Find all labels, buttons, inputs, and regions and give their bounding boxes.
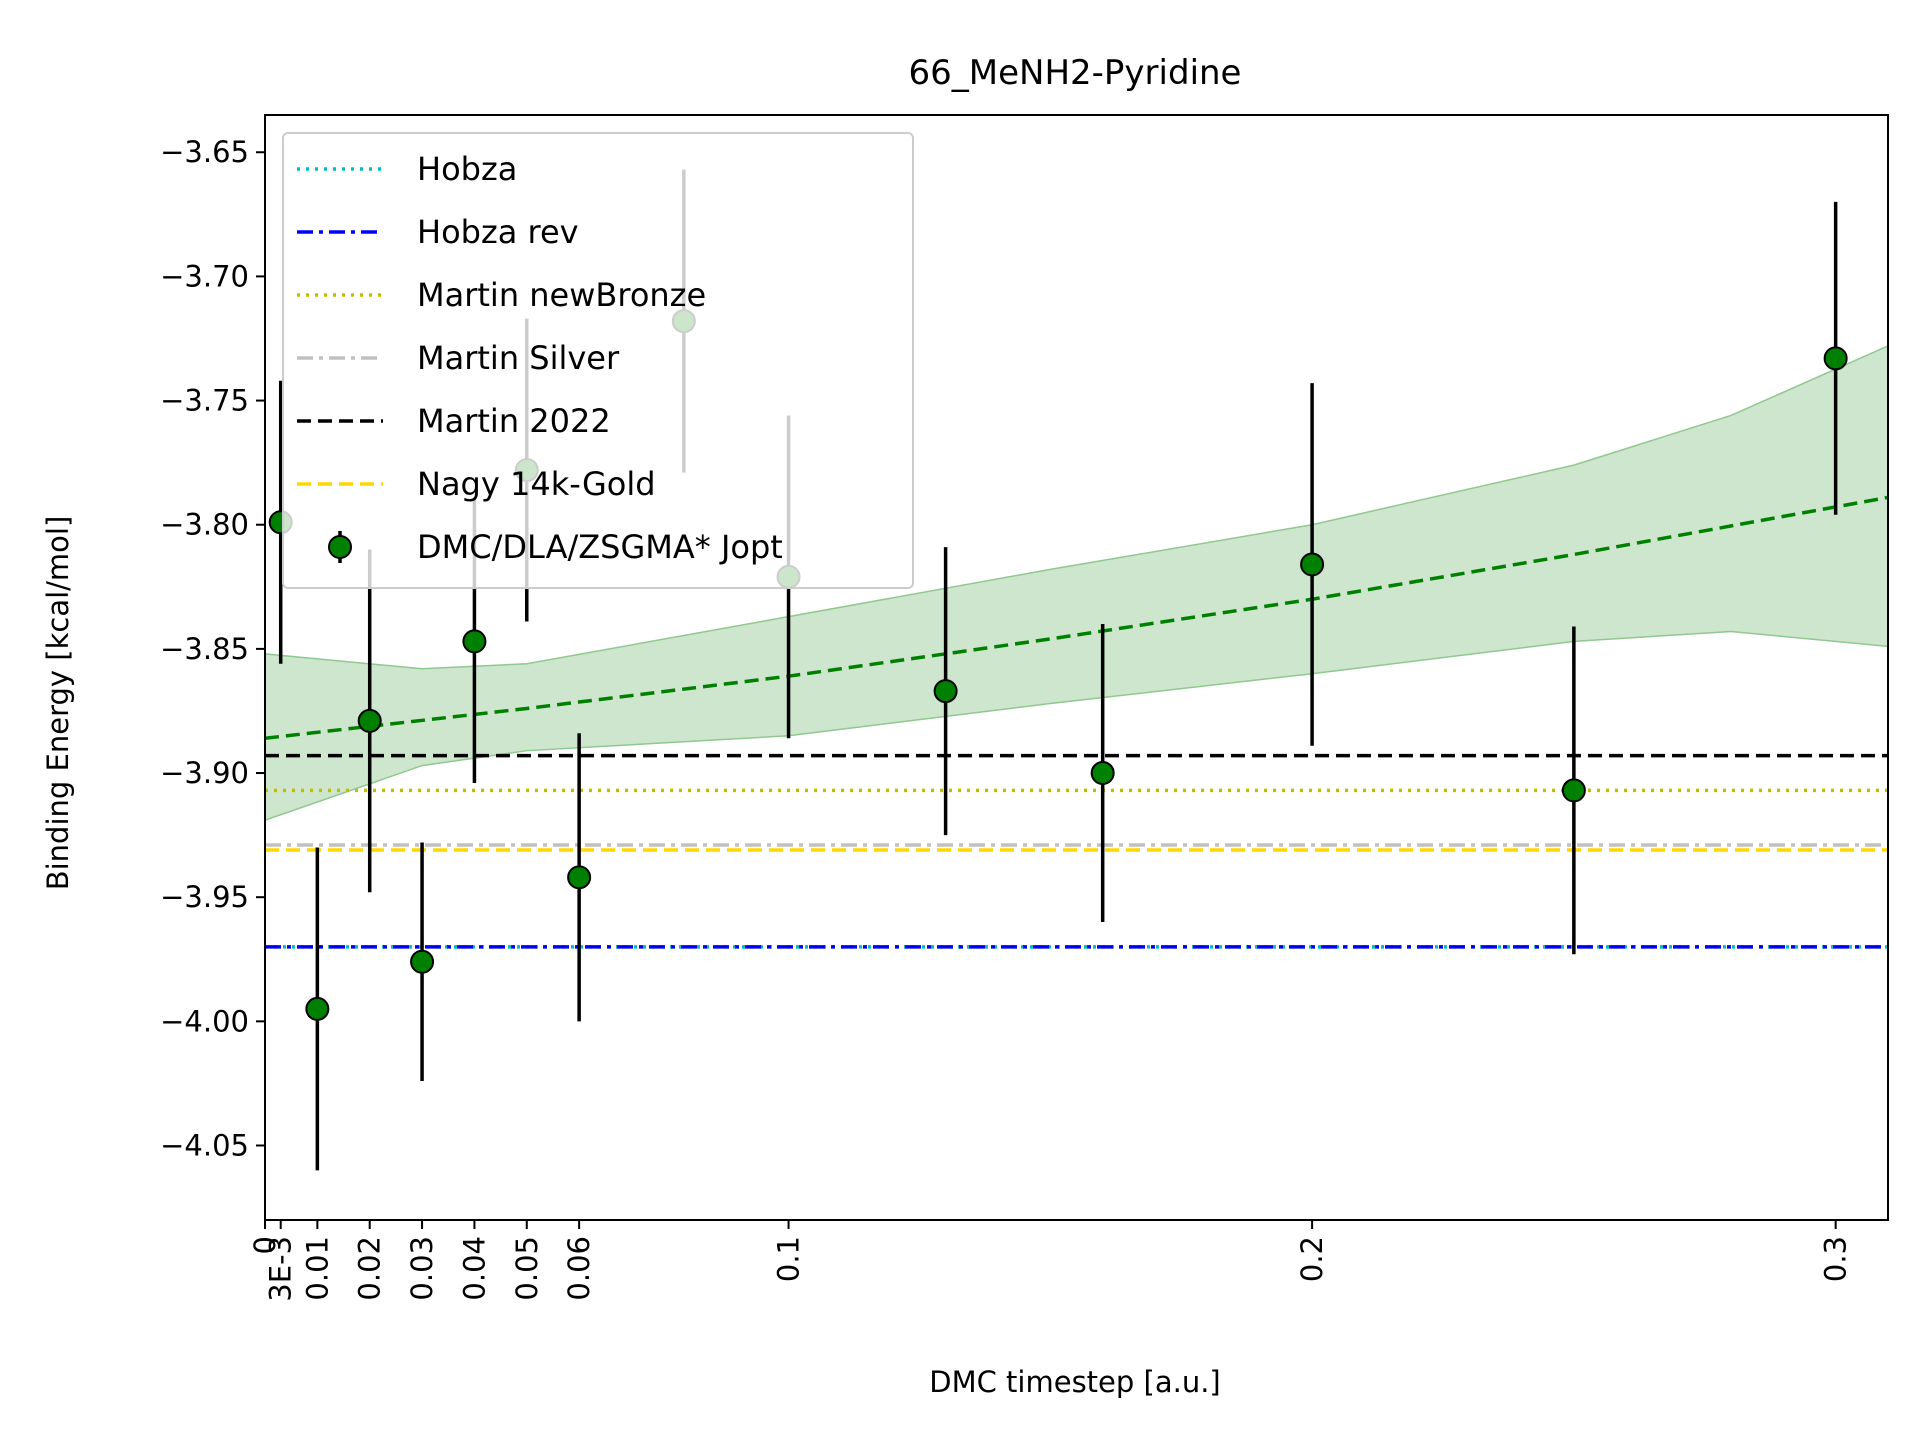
legend-label: DMC/DLA/ZSGMA* Jopt — [417, 528, 783, 566]
legend-label: Hobza — [417, 150, 517, 188]
plot-frame — [264, 114, 1889, 1221]
x-tick-label: 0.3 — [1819, 1236, 1853, 1282]
chart-title: 66_MeNH2-Pyridine — [909, 53, 1242, 93]
data-point — [933, 547, 958, 836]
legend-marker-swatch — [328, 535, 352, 559]
data-marker — [1561, 778, 1586, 803]
legend-label: Hobza rev — [417, 213, 579, 251]
data-point — [567, 733, 592, 1022]
data-point — [410, 842, 435, 1081]
legend-entry: Martin Silver — [297, 339, 620, 377]
x-tick-label: 0.1 — [772, 1236, 806, 1282]
fit-curve — [265, 495, 1888, 741]
legend-label: Martin Silver — [417, 339, 620, 377]
legend-entry: Nagy 14k-Gold — [297, 465, 656, 503]
y-tick-label: −3.80 — [160, 508, 249, 542]
legend-entry: Hobza — [297, 150, 517, 188]
data-marker — [933, 679, 958, 704]
x-tick-label: 0.06 — [562, 1236, 596, 1301]
y-tick-label: −4.00 — [160, 1004, 249, 1038]
data-point — [357, 549, 382, 893]
data-marker — [357, 708, 382, 733]
data-point — [1561, 626, 1586, 955]
y-tick-label: −3.95 — [160, 880, 249, 914]
y-tick-label: −3.75 — [160, 384, 249, 418]
data-marker — [1300, 552, 1325, 577]
data-point — [1090, 624, 1115, 923]
x-axis-label: DMC timestep [a.u.] — [929, 1365, 1221, 1399]
legend-entry: Hobza rev — [297, 213, 579, 251]
legend-entry: Martin newBronze — [297, 276, 706, 314]
x-tick-label: 0.03 — [405, 1236, 439, 1301]
x-tick-label: 0.02 — [353, 1236, 387, 1301]
y-tick-label: −3.90 — [160, 756, 249, 790]
data-point — [1823, 201, 1848, 515]
x-tick-label: 3E-3 — [264, 1236, 298, 1302]
x-tick-label: 0.2 — [1295, 1236, 1329, 1282]
legend-label: Martin 2022 — [417, 402, 611, 440]
y-tick-label: −3.70 — [160, 259, 249, 293]
y-tick-label: −3.85 — [160, 632, 249, 666]
y-ticks-layer: −3.65 −3.70 −3.75 −3.80 −3.85 −3.90 −3.95 −4.00… — [160, 135, 265, 1163]
data-marker — [567, 865, 592, 890]
fit-curve-layer — [265, 495, 1888, 741]
x-ticks-layer: 03E-3 0.01 0.02 0.03 0.04 0.05 0.06 0.1 0.2 0.3 — [248, 1220, 1853, 1302]
data-marker — [410, 949, 435, 974]
legend-entry: DMC/DLA/ZSGMA* Jopt — [328, 528, 783, 566]
legend-entry: Martin 2022 — [297, 402, 611, 440]
legend-box — [282, 132, 914, 589]
y-tick-label: −4.05 — [160, 1129, 249, 1163]
data-marker — [462, 629, 487, 654]
data-point — [1300, 383, 1325, 746]
legend-label: Nagy 14k-Gold — [417, 465, 656, 503]
data-marker — [305, 996, 330, 1021]
legend: Hobza Hobza rev Martin newBronze Martin Sil… — [282, 132, 914, 589]
legend-label: Martin newBronze — [417, 276, 706, 314]
reference-lines-layer — [265, 753, 1888, 949]
y-axis-label: Binding Energy [kcal/mol] — [41, 516, 75, 891]
y-tick-label: −3.65 — [160, 135, 249, 169]
x-tick-label: 0.04 — [457, 1236, 491, 1301]
x-tick-label: 0.01 — [300, 1236, 334, 1301]
x-tick-label: 0.05 — [510, 1236, 544, 1301]
x-tick-label: 0 — [248, 1236, 282, 1254]
data-marker — [1090, 761, 1115, 786]
data-point — [305, 847, 330, 1171]
data-marker — [1823, 346, 1848, 371]
